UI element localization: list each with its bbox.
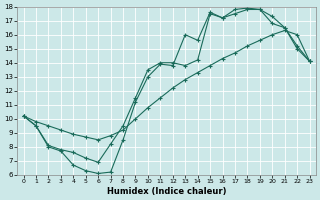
- X-axis label: Humidex (Indice chaleur): Humidex (Indice chaleur): [107, 187, 226, 196]
